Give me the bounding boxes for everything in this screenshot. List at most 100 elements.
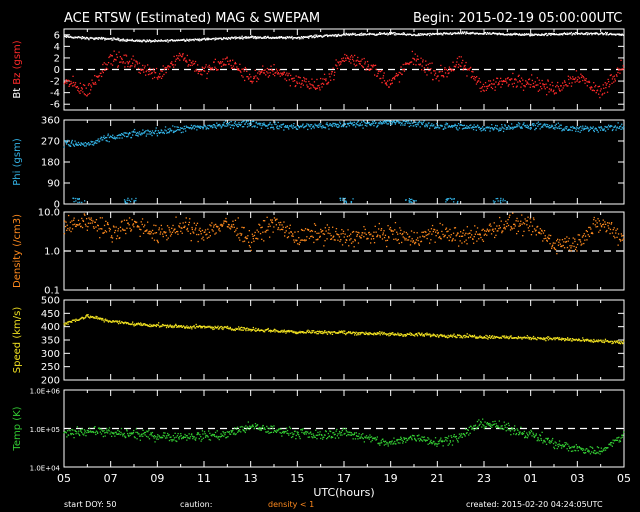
data-point [371,235,374,237]
data-point [208,38,210,40]
data-point [584,339,586,341]
data-point [69,221,72,223]
data-point [288,36,290,38]
data-point [259,233,262,235]
data-point [471,234,473,236]
data-point [349,332,351,334]
data-point [119,226,122,228]
data-point [180,131,182,134]
data-point [259,124,261,126]
data-point [186,227,189,230]
data-point [567,129,570,131]
data-point [474,126,476,128]
data-point [145,135,147,137]
data-point [510,335,512,337]
data-point [103,231,105,234]
data-point [65,35,67,37]
data-point [304,78,306,80]
data-point [452,125,454,127]
data-point [325,123,327,125]
data-point [106,319,108,321]
data-point [446,336,448,338]
data-point [166,239,168,241]
data-point [525,80,527,82]
data-point [72,143,74,145]
data-point [464,127,466,129]
data-point [443,128,445,130]
data-point [449,236,452,238]
data-point [122,40,124,42]
data-point [99,237,101,239]
data-point [281,36,283,38]
data-point [74,320,77,323]
data-point [264,35,266,38]
data-point [448,66,451,68]
data-point [126,61,128,63]
data-point [365,34,368,36]
data-point [238,326,240,328]
data-point [145,230,147,232]
data-point [301,36,304,39]
data-point [578,128,580,130]
data-point [301,229,303,231]
data-point [136,132,138,134]
data-point [124,40,126,42]
data-point [515,33,518,35]
data-point [348,60,350,63]
data-point [145,70,147,73]
data-point [215,327,218,329]
data-point [99,318,101,320]
data-point [335,332,337,334]
data-point [308,88,311,90]
data-point [310,332,312,334]
data-point [167,68,170,70]
data-point [71,432,73,435]
data-point [109,320,111,322]
data-point [503,224,505,226]
data-point [416,335,419,337]
data-point [326,224,328,226]
data-point [436,126,439,128]
data-point [126,202,128,204]
data-point [102,317,104,320]
data-point [184,40,186,42]
data-point [231,67,233,69]
data-point [427,63,429,66]
data-point [72,36,74,38]
data-point [80,317,82,319]
data-point [313,127,315,129]
data-point [432,230,434,233]
data-point [488,127,490,129]
data-point [137,225,139,228]
data-point [66,224,68,226]
data-point [621,68,623,70]
data-point [340,35,342,37]
data-point [325,78,327,80]
data-point [350,238,352,240]
data-point [557,336,559,339]
data-point [242,38,244,40]
data-point [127,222,129,224]
data-point [533,34,535,36]
data-point [341,58,343,60]
data-point [211,229,213,231]
data-point [166,67,168,69]
data-point [458,63,460,66]
data-point [455,126,457,129]
data-point [388,335,390,337]
data-point [279,126,281,128]
data-point [90,89,92,91]
data-point [506,225,508,228]
data-point [471,336,473,338]
data-point [147,40,150,43]
data-point [598,340,600,342]
data-point [581,127,583,129]
data-point [261,238,263,240]
data-point [509,33,512,35]
y-tick-label: 1.0E+04 [30,465,61,473]
data-point [168,65,170,67]
data-point [241,126,244,128]
data-point [266,328,268,331]
data-point [519,81,521,83]
data-point [86,431,88,434]
